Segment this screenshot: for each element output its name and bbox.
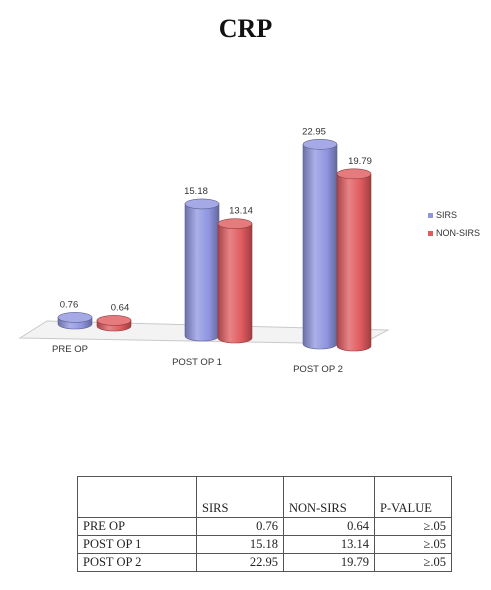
table-cell: 13.14 — [283, 535, 375, 554]
data-label: 0.76 — [60, 299, 79, 310]
table-cell: ≥.05 — [374, 535, 452, 554]
legend-item-sirs: SIRS — [428, 210, 480, 220]
bar-sirs-post-op-2 — [302, 144, 338, 350]
legend: SIRS NON-SIRS — [428, 210, 480, 246]
bar-sirs-pre-op-top — [57, 312, 93, 323]
bar-non-sirs-post-op-2 — [336, 173, 372, 352]
x-tick-label: PRE OP — [52, 344, 88, 355]
table-cell: ≥.05 — [374, 517, 452, 536]
legend-label-sirs: SIRS — [436, 210, 458, 220]
table-cell: 15.18 — [196, 535, 284, 554]
legend-label-non-sirs: NON-SIRS — [436, 228, 481, 238]
bar-non-sirs-pre-op-top — [96, 315, 132, 326]
bar-non-sirs-post-op-2-top — [336, 168, 372, 180]
table-header-cell: NON-SIRS — [283, 476, 375, 518]
table-cell: 0.76 — [196, 517, 284, 536]
data-label: 0.64 — [111, 302, 130, 313]
data-label: 22.95 — [302, 126, 326, 137]
bar-sirs-post-op-1 — [184, 203, 220, 342]
table-row: PRE OP 0.76 0.64 ≥.05 — [77, 517, 452, 536]
legend-item-non-sirs: NON-SIRS — [428, 228, 480, 238]
legend-swatch-non-sirs — [428, 230, 433, 236]
table-cell: ≥.05 — [374, 553, 452, 572]
data-label: 13.14 — [229, 206, 253, 217]
table-cell: 22.95 — [196, 553, 284, 572]
table-header-cell: P-VALUE — [374, 476, 452, 518]
table-header-row: SIRS NON-SIRS P-VALUE — [77, 476, 452, 518]
bar-sirs-post-op-1-top — [184, 198, 220, 210]
x-tick-label: POST OP 1 — [172, 357, 222, 368]
table-row: POST OP 2 22.95 19.79 ≥.05 — [77, 553, 452, 572]
table-cell-label: PRE OP — [77, 517, 197, 536]
table-cell: 19.79 — [283, 553, 375, 572]
legend-swatch-sirs — [428, 212, 433, 218]
data-table: SIRS NON-SIRS P-VALUE PRE OP 0.76 0.64 ≥… — [77, 476, 452, 572]
table-row: POST OP 1 15.18 13.14 ≥.05 — [77, 535, 452, 554]
data-label: 19.79 — [348, 156, 372, 167]
table-cell: 0.64 — [283, 517, 375, 536]
bar-chart: 0.76 0.64 15.18 13.14 22.95 19.79 PRE OP POST O… — [18, 126, 390, 375]
bar-non-sirs-post-op-1-top — [217, 218, 253, 229]
table-cell-label: POST OP 1 — [77, 535, 197, 554]
chart-title: CRP — [218, 14, 273, 43]
bar-sirs-post-op-2-top — [302, 139, 338, 150]
x-tick-label: POST OP 2 — [293, 364, 343, 375]
table-header-cell: SIRS — [196, 476, 284, 518]
table-cell-label: POST OP 2 — [77, 553, 197, 572]
bar-non-sirs-post-op-1 — [217, 223, 253, 344]
table-header-cell — [77, 476, 197, 518]
data-label: 15.18 — [184, 186, 208, 197]
